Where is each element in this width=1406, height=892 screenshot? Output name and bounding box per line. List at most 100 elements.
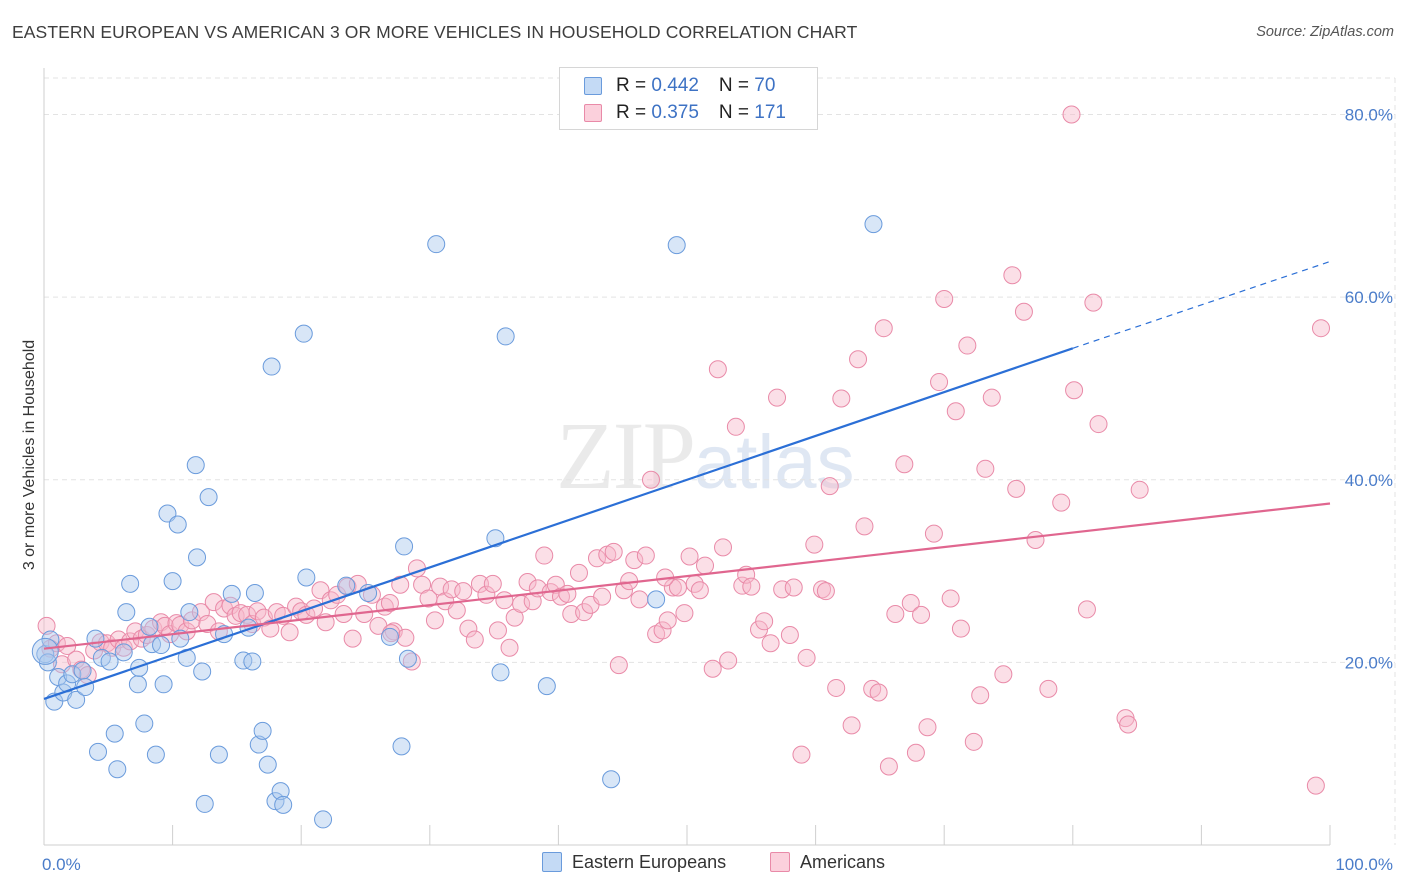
- eastern-european-point: [271, 782, 290, 801]
- legend-swatch-pink: [770, 852, 790, 872]
- american-point: [1311, 319, 1330, 338]
- american-point: [761, 634, 780, 653]
- american-point: [575, 603, 594, 622]
- american-point: [454, 582, 473, 601]
- eastern-european-point: [130, 658, 149, 677]
- american-point: [604, 542, 623, 561]
- american-point: [714, 538, 733, 557]
- eastern-european-point: [158, 504, 177, 523]
- eastern-european-point: [38, 653, 57, 672]
- eastern-european-point: [262, 357, 281, 376]
- american-point: [675, 604, 694, 623]
- american-point: [827, 678, 846, 697]
- eastern-european-point: [491, 663, 510, 682]
- american-point: [587, 549, 606, 568]
- eastern-european-point: [496, 327, 515, 346]
- american-point: [1003, 266, 1022, 285]
- american-point: [343, 629, 362, 648]
- american-point: [625, 551, 644, 570]
- american-point: [742, 577, 761, 596]
- american-point: [941, 589, 960, 608]
- legend-swatch-blue: [584, 77, 602, 95]
- eastern-european-point: [392, 737, 411, 756]
- american-point: [703, 659, 722, 678]
- american-point: [680, 547, 699, 566]
- american-point: [121, 632, 140, 651]
- american-point: [396, 628, 415, 647]
- american-point: [874, 319, 893, 338]
- eastern-european-point: [199, 488, 218, 507]
- american-point: [630, 590, 649, 609]
- american-point: [447, 601, 466, 620]
- american-point: [780, 625, 799, 644]
- american-point: [465, 630, 484, 649]
- american-point: [982, 388, 1001, 407]
- american-point: [924, 524, 943, 543]
- eastern-european-point: [359, 583, 378, 602]
- american-point: [946, 402, 965, 421]
- eastern-european-point: [100, 652, 119, 671]
- y-tick-label: 60.0%: [1345, 288, 1393, 307]
- american-point: [67, 650, 86, 669]
- american-point: [869, 683, 888, 702]
- american-point: [614, 581, 633, 600]
- eastern-europeans-points: [31, 215, 883, 829]
- eastern-european-point: [89, 742, 108, 761]
- american-point: [609, 656, 628, 675]
- eastern-europeans-trend-extension: [1072, 260, 1331, 349]
- american-point: [842, 716, 861, 735]
- gridlines: [44, 77, 1396, 845]
- american-point: [535, 546, 554, 565]
- american-point: [964, 732, 983, 751]
- american-point: [951, 619, 970, 638]
- american-point: [198, 615, 217, 634]
- american-point: [380, 594, 399, 613]
- y-tick-label: 20.0%: [1345, 653, 1393, 672]
- correlation-legend: R = 0.442 N = 70 R = 0.375 N = 171: [559, 67, 818, 130]
- eastern-european-point: [186, 456, 205, 475]
- american-point: [797, 648, 816, 667]
- x-tick-label: 0.0%: [42, 855, 81, 874]
- eastern-european-point: [395, 537, 414, 556]
- american-point: [855, 517, 874, 536]
- eastern-european-point: [114, 643, 133, 662]
- eastern-european-point: [168, 515, 187, 534]
- american-point: [248, 602, 267, 621]
- eastern-european-point: [864, 215, 883, 234]
- american-point: [1084, 293, 1103, 312]
- eastern-european-point: [73, 661, 92, 680]
- american-point: [935, 289, 954, 308]
- american-point: [1052, 493, 1071, 512]
- american-point: [912, 605, 931, 624]
- american-point: [1065, 381, 1084, 400]
- american-point: [1026, 531, 1045, 550]
- american-point: [495, 591, 514, 610]
- eastern-european-point: [297, 568, 316, 587]
- eastern-european-point: [234, 651, 253, 670]
- eastern-european-point: [108, 760, 127, 779]
- eastern-european-point: [337, 576, 356, 595]
- american-point: [488, 621, 507, 640]
- legend-swatch-pink: [584, 104, 602, 122]
- american-point: [901, 594, 920, 613]
- american-point: [658, 611, 677, 630]
- legend-item-americans: Americans: [770, 852, 885, 873]
- american-point: [816, 582, 835, 601]
- american-point: [726, 417, 745, 436]
- american-point: [126, 622, 145, 641]
- american-point: [918, 718, 937, 737]
- american-point: [773, 580, 792, 599]
- eastern-european-point: [222, 584, 241, 603]
- eastern-european-point: [152, 636, 171, 655]
- y-axis-label: 3 or more Vehicles in Household: [21, 339, 38, 571]
- american-point: [470, 574, 489, 593]
- eastern-european-point: [154, 675, 173, 694]
- eastern-european-point: [537, 677, 556, 696]
- american-point: [958, 336, 977, 355]
- american-point: [391, 575, 410, 594]
- trend-lines: [43, 260, 1331, 700]
- american-point: [832, 389, 851, 408]
- eastern-european-point: [195, 794, 214, 813]
- american-point: [886, 604, 905, 623]
